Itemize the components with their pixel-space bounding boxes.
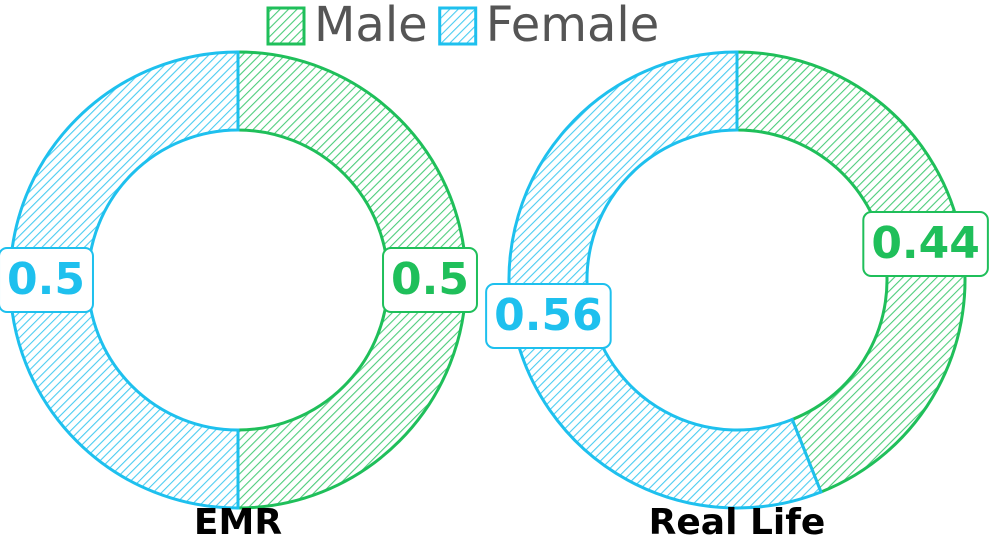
- donut-segment: [236, 50, 468, 510]
- value-label-group: 0.56: [485, 282, 612, 349]
- value-label: 0.5: [7, 254, 85, 305]
- legend-swatch: [438, 6, 478, 46]
- legend-swatch: [266, 6, 306, 46]
- value-label-group: 0.5: [0, 247, 94, 313]
- legend-label: Male: [314, 0, 428, 53]
- value-label-box: [0, 247, 94, 313]
- legend-label: Female: [486, 0, 660, 53]
- donut-segment: [507, 50, 823, 510]
- value-label-group: 0.44: [862, 211, 989, 278]
- value-label: 0.5: [391, 254, 469, 305]
- value-label-box: [485, 282, 612, 349]
- value-label-box: [382, 247, 478, 313]
- donut-segment: [8, 50, 240, 510]
- value-label: 0.56: [494, 290, 603, 341]
- chart-title: Real Life: [649, 502, 826, 543]
- chart-title: EMR: [194, 502, 282, 543]
- value-label-group: 0.5: [382, 247, 478, 313]
- donut-segment: [735, 50, 967, 494]
- value-label: 0.44: [871, 218, 980, 269]
- value-label-box: [862, 211, 989, 278]
